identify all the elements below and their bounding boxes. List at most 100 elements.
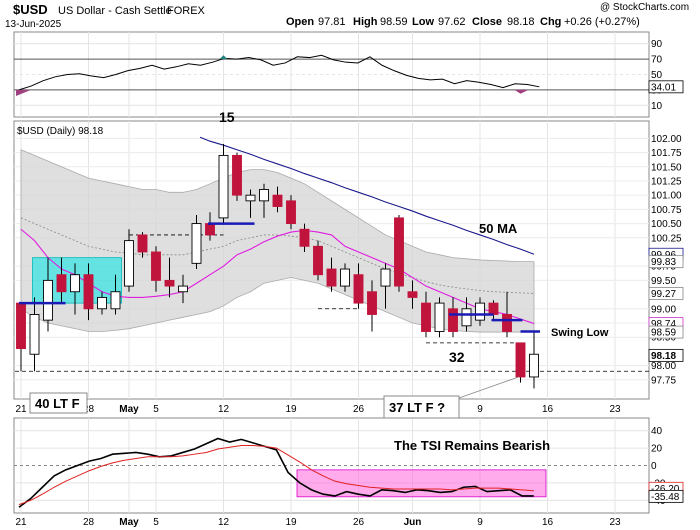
tsi-value-text: -26.20: [651, 484, 680, 495]
x-tick-label: 26: [353, 404, 365, 415]
close-label: Close: [472, 16, 502, 28]
candle-down: [232, 154, 242, 196]
date-label: 13-Jun-2025: [5, 19, 62, 30]
tsi-tick-label: 0: [651, 461, 657, 472]
price-value-tag: [648, 287, 684, 300]
tsi-range-box: [296, 469, 547, 498]
candle-down: [286, 200, 296, 225]
candle-down: [488, 302, 499, 315]
candle-down: [205, 223, 215, 236]
high-value: 98.59: [380, 16, 408, 28]
x-tick-label-bottom: 28: [83, 517, 95, 528]
candle-down: [83, 274, 94, 310]
x-tick-label: 16: [542, 404, 554, 415]
lt40-box: [29, 392, 88, 414]
open-value: 97.81: [318, 16, 346, 28]
x-tick-label: 9: [477, 404, 483, 415]
annotation-tsi-bearish: The TSI Remains Bearish: [394, 438, 550, 453]
candle-down: [56, 274, 67, 293]
annotation-37-lt-f: 37 LT F ?: [389, 400, 445, 415]
x-tick-label: 28: [83, 404, 95, 415]
watermark: @ StockCharts.com: [600, 2, 689, 13]
annotation-peak-15: 15: [219, 109, 235, 125]
x-tick-label-bottom: 19: [285, 517, 297, 528]
x-tick-label-bottom: Jun: [404, 517, 422, 528]
price-tick-label: 99.00: [651, 304, 676, 315]
candle-up: [178, 285, 188, 293]
exchange-label: FOREX: [167, 5, 206, 17]
x-tick-label: May: [119, 404, 139, 415]
price-value-text: 98.18: [651, 351, 676, 362]
candle-down: [394, 217, 404, 287]
x-tick-label: 23: [609, 404, 621, 415]
band-midline: [20, 217, 535, 294]
price-tick-label: 97.75: [651, 375, 676, 386]
candle-down: [448, 308, 458, 332]
price-legend: $USD (Daily) 98.18: [17, 126, 104, 137]
price-value-text: 98.59: [651, 328, 676, 339]
low-label: Low: [412, 16, 434, 28]
candle-down: [16, 302, 26, 350]
annotation-swing-low: Swing Low: [551, 327, 609, 339]
candle-up: [475, 302, 485, 321]
x-tick-label: 12: [218, 404, 230, 415]
price-tick-label: 101.00: [651, 191, 682, 202]
x-tick-label: 19: [285, 404, 297, 415]
annotation-50-ma: 50 MA: [479, 221, 518, 236]
price-tick-label: 101.25: [651, 176, 682, 187]
rsi-value-tag: [648, 80, 684, 94]
candle-up: [529, 353, 539, 378]
rsi-tick-label: 50: [651, 70, 663, 81]
price-value-text: 99.27: [651, 289, 676, 300]
high-label: High: [353, 16, 378, 28]
annotation-32: 32: [449, 349, 465, 365]
rsi-tick-label: 90: [651, 39, 663, 50]
close-value: 98.18: [507, 16, 535, 28]
price-tick-label: 101.50: [651, 162, 682, 173]
tsi-tick-label: 20: [651, 444, 663, 455]
rsi-line: [18, 54, 540, 91]
price-value-tag: [648, 348, 684, 362]
chg-label: Chg: [540, 16, 561, 28]
candle-down: [326, 268, 337, 287]
candle-up: [29, 314, 40, 355]
candle-up: [191, 223, 202, 264]
rsi-value-text: 34.01: [651, 82, 676, 93]
lt37-box: [383, 395, 460, 419]
candle-down: [367, 291, 377, 315]
price-value-tag: [648, 255, 684, 269]
x-tick-label-bottom: 16: [542, 517, 554, 528]
candle-up: [461, 308, 472, 327]
x-tick-label: 5: [153, 404, 159, 415]
candle-up: [110, 291, 121, 310]
rsi-oversold-fill: [16, 89, 31, 97]
symbol-label: $USD: [13, 2, 48, 17]
candle-up: [97, 296, 107, 310]
candle-up: [380, 268, 391, 287]
candle-down: [502, 314, 512, 332]
tsi-value-text: -35.48: [651, 492, 680, 503]
ma50-line: [199, 136, 535, 255]
low-value: 97.62: [438, 16, 466, 28]
candle-down: [421, 302, 431, 332]
price-tick-label: 101.75: [651, 148, 682, 159]
candle-up: [340, 268, 350, 287]
candle-down: [164, 279, 175, 287]
candle-up: [70, 274, 80, 293]
rsi-panel: [13, 31, 650, 118]
candle-up: [434, 302, 445, 332]
tsi-signal-line: [18, 444, 534, 506]
x-tick-label-bottom: 26: [353, 517, 365, 528]
x-tick-label-bottom: 9: [477, 517, 483, 528]
price-tick-label: 98.00: [651, 361, 676, 372]
candle-down: [299, 228, 310, 247]
ma20-line: [20, 228, 535, 325]
candle-down: [515, 342, 526, 378]
x-tick-label-bottom: 5: [153, 517, 159, 528]
chg-value: +0.26 (+0.27%): [564, 16, 640, 28]
candle-up: [124, 240, 134, 287]
candle-down: [313, 245, 323, 276]
rsi-oversold-fill-2: [514, 89, 529, 94]
price-tick-label: 100.25: [651, 233, 682, 244]
